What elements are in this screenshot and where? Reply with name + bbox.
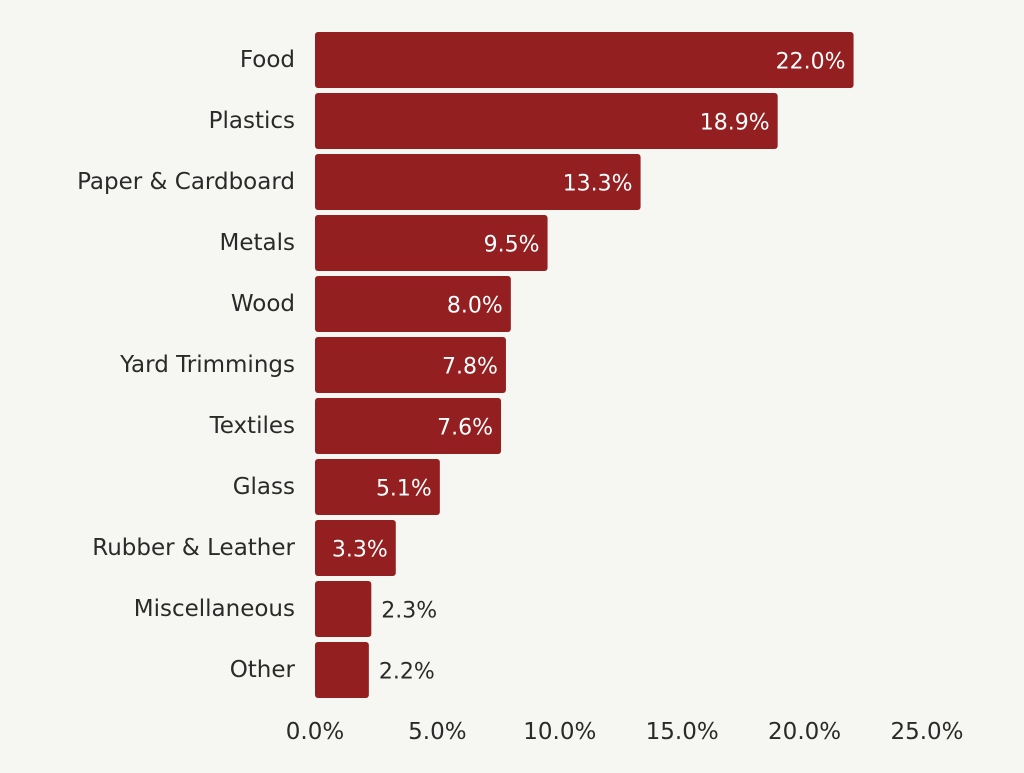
value-label-rubber-and-leather: 3.3%	[332, 538, 388, 563]
bar-wood	[315, 276, 511, 332]
bar-yard-trimmings	[315, 337, 506, 393]
category-labels: Food Plastics Paper & Cardboard Metals Wood Y…	[77, 47, 295, 683]
bar-other	[315, 642, 369, 698]
bar-paper-and-cardboard	[315, 154, 641, 210]
bar-rubber-and-leather	[315, 520, 396, 576]
value-label-plastics: 18.9%	[700, 111, 770, 136]
category-label-textiles: Textiles	[209, 413, 295, 439]
value-label-miscellaneous: 2.3%	[381, 599, 437, 624]
value-label-food: 22.0%	[776, 50, 846, 75]
category-label-metals: Metals	[220, 230, 295, 256]
x-tick-label: 20.0%	[768, 719, 841, 745]
x-tick-label: 25.0%	[890, 719, 963, 745]
bar-textiles	[315, 398, 502, 454]
value-label-glass: 5.1%	[376, 477, 432, 502]
category-label-miscellaneous: Miscellaneous	[134, 596, 295, 622]
value-label-textiles: 7.6%	[437, 416, 493, 441]
value-labels: 22.0% 18.9% 13.3% 9.5% 8.0% 7.8% 7.6% 5.1% 3.3% 2…	[332, 50, 846, 685]
x-axis-ticks: 0.0% 5.0% 10.0% 15.0% 20.0% 25.0%	[286, 719, 964, 745]
category-label-food: Food	[240, 47, 295, 73]
category-label-plastics: Plastics	[209, 108, 295, 134]
value-label-paper-and-cardboard: 13.3%	[563, 172, 633, 197]
bar-food	[315, 32, 854, 88]
value-label-metals: 9.5%	[484, 233, 540, 258]
value-label-yard-trimmings: 7.8%	[442, 355, 498, 380]
category-label-yard-trimmings: Yard Trimmings	[119, 352, 295, 378]
x-tick-label: 15.0%	[646, 719, 719, 745]
category-label-glass: Glass	[233, 474, 295, 500]
x-tick-label: 5.0%	[408, 719, 466, 745]
x-tick-label: 10.0%	[523, 719, 596, 745]
bar-plastics	[315, 93, 778, 149]
bar-glass	[315, 459, 440, 515]
bar-metals	[315, 215, 548, 271]
category-label-rubber-and-leather: Rubber & Leather	[92, 535, 295, 561]
value-label-other: 2.2%	[379, 660, 435, 685]
category-label-wood: Wood	[231, 291, 295, 317]
x-tick-label: 0.0%	[286, 719, 344, 745]
category-label-other: Other	[230, 657, 296, 683]
category-label-paper-and-cardboard: Paper & Cardboard	[77, 169, 295, 195]
value-label-wood: 8.0%	[447, 294, 503, 319]
bars-layer	[315, 32, 854, 698]
bar-miscellaneous	[315, 581, 372, 637]
